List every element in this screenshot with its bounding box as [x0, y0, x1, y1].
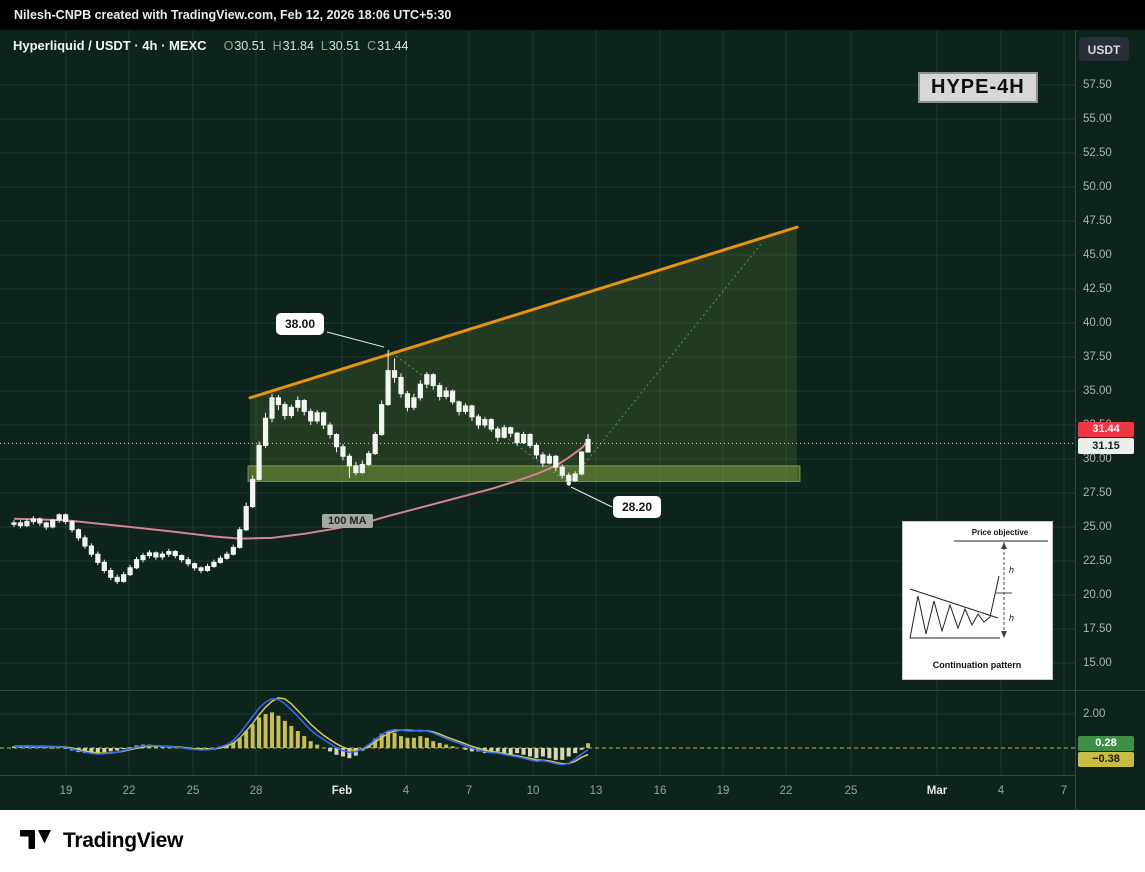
tradingview-wordmark[interactable]: TradingView — [63, 829, 184, 852]
symbol-title[interactable]: Hyperliquid / USDT · 4h · MEXC — [13, 38, 207, 53]
main-chart-canvas[interactable] — [0, 30, 1075, 690]
price-axis-label: 57.50 — [1083, 79, 1112, 91]
indicator-grid — [0, 690, 1075, 775]
price-axis-label: 20.00 — [1083, 589, 1112, 601]
time-axis-label: Mar — [926, 785, 948, 797]
open-label: O — [223, 39, 234, 53]
price-axis-label: 50.00 — [1083, 181, 1112, 193]
low-callout-line — [570, 486, 613, 508]
time-axis-label: 4 — [997, 785, 1005, 797]
price-axis-label: 52.50 — [1083, 147, 1112, 159]
peak-price-callout[interactable]: 38.00 — [276, 313, 325, 335]
price-axis-label: 40.00 — [1083, 317, 1112, 329]
indicator-signal-tag: −0.38 — [1078, 752, 1134, 767]
price-axis-label: 35.00 — [1083, 385, 1112, 397]
price-axis-label: 27.50 — [1083, 487, 1112, 499]
price-axis-label: 25.00 — [1083, 521, 1112, 533]
attribution-text: Nilesh-CNPB created with TradingView.com… — [14, 8, 452, 22]
footer-bar: TradingView — [0, 810, 1145, 872]
currency-toggle-button[interactable]: USDT — [1079, 37, 1129, 61]
indicator-pane[interactable] — [0, 690, 1075, 775]
inset-caption: Continuation pattern — [933, 660, 1022, 670]
time-axis-label: 28 — [249, 785, 263, 797]
low-marker-dot — [566, 481, 571, 486]
pattern-upper-trendline — [909, 588, 999, 619]
ohlc-values: O30.51 H31.84 L30.51 C31.44 — [217, 39, 409, 53]
close-label: C — [367, 39, 377, 53]
price-axis-label: 55.00 — [1083, 113, 1112, 125]
price-axis-label: 30.00 — [1083, 453, 1112, 465]
pattern-fill-area — [250, 227, 797, 482]
time-axis-label: 16 — [653, 785, 667, 797]
price-axis-label: 45.00 — [1083, 249, 1112, 261]
ma-100-label[interactable]: 100 MA — [322, 514, 373, 528]
last-price-tag: 31.44 — [1078, 422, 1134, 437]
height-label-lower: h — [1009, 613, 1014, 623]
chart-legend[interactable]: Hyperliquid / USDT · 4h · MEXC O30.51 H31… — [13, 38, 408, 53]
indicator-canvas[interactable] — [0, 690, 1075, 775]
price-axis-label: 47.50 — [1083, 215, 1112, 227]
time-axis-label: 19 — [59, 785, 73, 797]
time-axis-label: 13 — [589, 785, 603, 797]
time-axis-label: 7 — [465, 785, 473, 797]
price-line-tag: 31.15 — [1078, 438, 1134, 454]
trendline[interactable] — [248, 225, 799, 400]
price-axis-label: 17.50 — [1083, 623, 1112, 635]
pattern-inset-image[interactable]: Price objective h h Continuation pattern — [902, 521, 1053, 680]
time-axis[interactable]: 19 22 25 28 Feb 4 7 10 13 16 19 22 25 Mar 4 7 — [0, 775, 1075, 808]
time-axis-label: 4 — [402, 785, 410, 797]
support-zone[interactable] — [247, 465, 801, 482]
low-label: L — [320, 39, 328, 53]
price-axis-label: 15.00 — [1083, 657, 1112, 669]
arrow-down-icon — [1001, 631, 1007, 638]
indicator-value-tag: 0.28 — [1078, 736, 1134, 751]
main-chart-pane[interactable] — [0, 30, 1075, 690]
pattern-zigzag — [909, 575, 1000, 639]
price-axis-label: 22.50 — [1083, 555, 1112, 567]
high-label: H — [272, 39, 282, 53]
top-attribution-bar: Nilesh-CNPB created with TradingView.com… — [0, 0, 1145, 30]
time-axis-label: 25 — [844, 785, 858, 797]
time-axis-label: 10 — [526, 785, 540, 797]
pattern-inset-canvas: Price objective h h Continuation pattern — [902, 521, 1053, 680]
projection-line — [568, 241, 764, 484]
close-value: 31.44 — [377, 39, 409, 53]
chart-area: Hyperliquid / USDT · 4h · MEXC O30.51 H31… — [0, 30, 1145, 810]
inset-title: Price objective — [972, 528, 1029, 537]
high-value: 31.84 — [282, 39, 314, 53]
time-axis-label: 25 — [186, 785, 200, 797]
peak-callout-line — [326, 331, 385, 348]
price-axis-label: 37.50 — [1083, 351, 1112, 363]
height-label-upper: h — [1009, 565, 1014, 575]
price-axis[interactable]: 57.50 55.00 52.50 50.00 47.50 45.00 42.50 40.00… — [1075, 30, 1145, 810]
candlestick-series — [11, 350, 591, 585]
indicator-main-line — [13, 697, 589, 766]
inset-background — [902, 521, 1053, 680]
indicator-grid-label: 2.00 — [1083, 708, 1106, 720]
tradingview-logo-icon[interactable] — [20, 829, 54, 853]
time-axis-label: 22 — [122, 785, 136, 797]
pane-separator[interactable] — [0, 690, 1145, 691]
time-axis-label: 7 — [1060, 785, 1068, 797]
symbol-watermark-badge[interactable]: HYPE-4H — [918, 72, 1038, 103]
price-axis-label: 42.50 — [1083, 283, 1112, 295]
open-value: 30.51 — [234, 39, 266, 53]
time-axis-label: Feb — [331, 785, 353, 797]
time-axis-label: 22 — [779, 785, 793, 797]
low-price-callout[interactable]: 28.20 — [613, 496, 662, 518]
arrow-up-icon — [1001, 542, 1007, 549]
time-axis-label: 19 — [716, 785, 730, 797]
ma-100-line[interactable] — [13, 440, 589, 540]
low-value: 30.51 — [328, 39, 361, 53]
